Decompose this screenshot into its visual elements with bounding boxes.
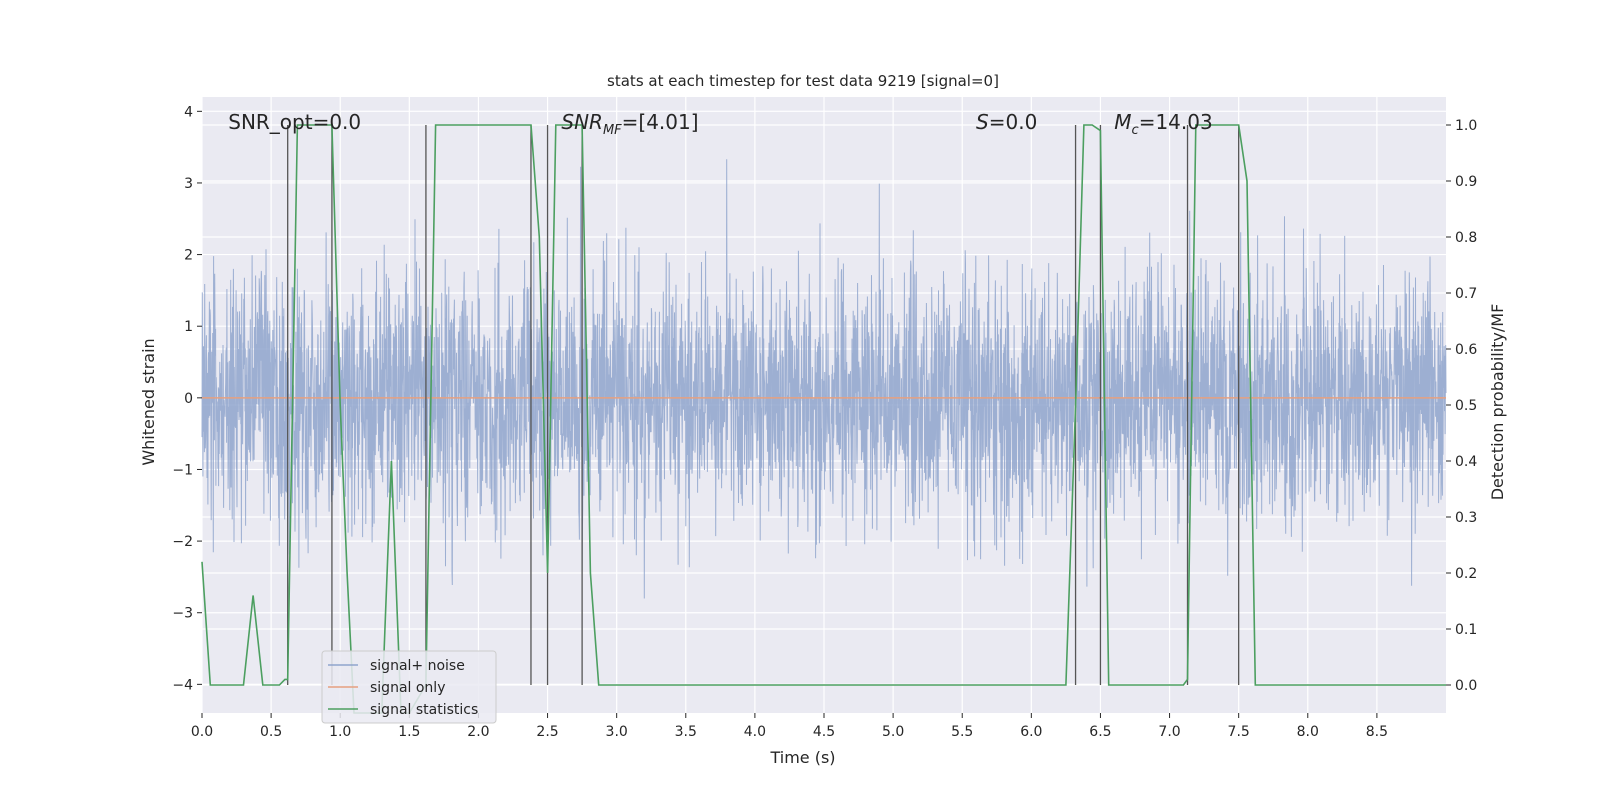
right-y-tick-label: 0.5	[1455, 398, 1477, 414]
left-y-axis-ticks: 4 3 2 1 0 −1 −2 −3 −4	[172, 104, 202, 693]
legend: signal+ noise signal only signal statistic…	[321, 650, 497, 724]
x-tick-label: 1.0	[329, 724, 351, 740]
right-y-tick-label: 0.0	[1455, 678, 1477, 694]
x-tick-label: 6.0	[1020, 724, 1042, 740]
right-y-tick-label: 0.4	[1455, 454, 1477, 470]
x-tick-label: 5.0	[882, 724, 904, 740]
x-tick-label: 6.5	[1089, 724, 1111, 740]
annotations: SNR_opt=0.0 SNRMF=[4.01] S=0.0 Mc=14.03	[228, 110, 1212, 138]
x-tick-label: 5.5	[951, 724, 973, 740]
left-y-tick-label: 0	[184, 391, 193, 407]
x-tick-label: 4.0	[744, 724, 766, 740]
x-axis-ticks: 0.0 0.5 1.0 1.5 2.0 2.5 3.0 3.5 4.0 4.5 5.0 5.5 6.0 6…	[191, 713, 1388, 740]
left-y-tick-label: −2	[172, 534, 193, 550]
x-tick-label: 2.0	[467, 724, 489, 740]
left-y-tick-label: 1	[184, 319, 193, 335]
left-y-tick-label: −3	[172, 606, 193, 622]
left-y-tick-label: 4	[184, 104, 193, 120]
right-y-tick-label: 0.2	[1455, 566, 1477, 582]
legend-label-1: signal only	[370, 680, 445, 696]
left-y-tick-label: −4	[172, 677, 193, 693]
right-y-tick-label: 0.9	[1455, 174, 1477, 190]
x-tick-label: 3.5	[675, 724, 697, 740]
right-y-tick-label: 0.8	[1455, 230, 1477, 246]
left-y-tick-label: 3	[184, 176, 193, 192]
x-axis-label: Time (s)	[769, 748, 835, 767]
right-y-tick-label: 0.7	[1455, 286, 1477, 302]
legend-label-2: signal statistics	[370, 702, 478, 718]
chart-title: stats at each timestep for test data 921…	[607, 72, 999, 90]
right-y-tick-label: 0.1	[1455, 622, 1477, 638]
x-tick-label: 8.5	[1366, 724, 1388, 740]
left-y-tick-label: −1	[172, 462, 193, 478]
x-tick-label: 7.5	[1228, 724, 1250, 740]
signal-statistics-line	[201, 124, 1446, 714]
x-tick-label: 1.5	[398, 724, 420, 740]
right-y-axis-label: Detection probability/MF	[1488, 304, 1507, 501]
x-tick-label: 8.0	[1297, 724, 1319, 740]
left-y-axis-label: Whitened strain	[139, 338, 158, 465]
annotation-1: SNRMF=[4.01]	[561, 110, 698, 138]
annotation-0: SNR_opt=0.0	[228, 110, 361, 134]
x-tick-label: 0.0	[191, 724, 213, 740]
signal-statistics-series	[201, 124, 1446, 714]
x-tick-label: 3.0	[606, 724, 628, 740]
legend-label-0: signal+ noise	[370, 658, 465, 674]
right-y-axis-ticks: 1.0 0.9 0.8 0.7 0.6 0.5 0.4 0.3 0.2 0.1 0.0	[1446, 118, 1477, 694]
legend-box	[321, 650, 497, 724]
right-y-tick-label: 0.6	[1455, 342, 1477, 358]
x-tick-label: 2.5	[536, 724, 558, 740]
right-y-tick-label: 0.3	[1455, 510, 1477, 526]
x-tick-label: 7.0	[1158, 724, 1180, 740]
left-y-tick-label: 2	[184, 248, 193, 264]
annotation-2: S=0.0	[976, 110, 1037, 134]
x-tick-label: 4.5	[813, 724, 835, 740]
annotation-3: Mc=14.03	[1114, 110, 1212, 138]
right-y-tick-label: 1.0	[1455, 118, 1477, 134]
x-tick-label: 0.5	[260, 724, 282, 740]
